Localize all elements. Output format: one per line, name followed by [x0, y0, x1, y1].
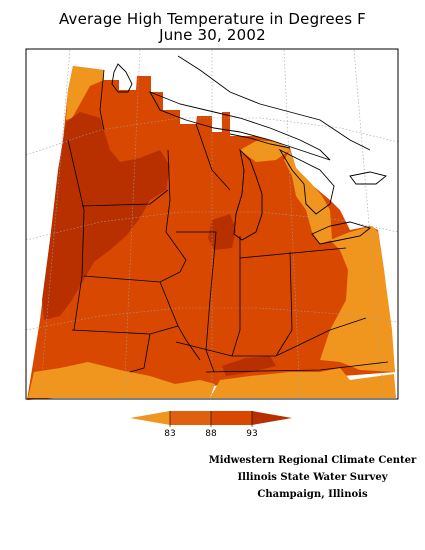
- legend-swatch-lt83: [130, 411, 170, 425]
- lake-ontario: [349, 171, 387, 185]
- legend-swatch-gt93: [252, 411, 292, 425]
- zone-lt83-south: [210, 368, 396, 398]
- lake-huron: [278, 148, 335, 215]
- upper-michigan-coast: [229, 133, 291, 149]
- zone-gt93-south: [222, 356, 276, 376]
- graticule: [25, 49, 399, 399]
- credit-line3: Champaign, Illinois: [257, 489, 368, 500]
- legend-tick-88: 88: [205, 429, 217, 439]
- legend-colorbar: 83 88 93: [130, 411, 292, 439]
- zone-lt83-southwest: [28, 362, 215, 398]
- credit-line1: Midwestern Regional Climate Center: [208, 455, 417, 466]
- legend-tick-93: 93: [246, 429, 257, 439]
- lake-superior: [148, 91, 331, 161]
- coastlines: [111, 55, 387, 245]
- lake-erie: [311, 221, 371, 245]
- legend-tick-83: 83: [164, 429, 175, 439]
- zone-lt83-michigan: [284, 150, 332, 244]
- credit-line2: Illinois State Water Survey: [237, 472, 388, 483]
- zone-gt93-west: [42, 112, 170, 320]
- northern-coast: [111, 63, 133, 93]
- temperature-field: [27, 66, 396, 400]
- lake-michigan: [233, 148, 263, 241]
- map-frame: [25, 48, 399, 400]
- zone-lt83-northwest: [66, 66, 104, 120]
- legend-swatch-83-88: [170, 411, 211, 425]
- zone-lt83-east: [320, 226, 395, 372]
- map-title-line2: June 30, 2002: [159, 26, 266, 44]
- map-title-line1: Average High Temperature in Degrees F: [58, 10, 367, 28]
- state-boundaries: [67, 69, 389, 373]
- legend-swatch-88-93: [211, 411, 252, 425]
